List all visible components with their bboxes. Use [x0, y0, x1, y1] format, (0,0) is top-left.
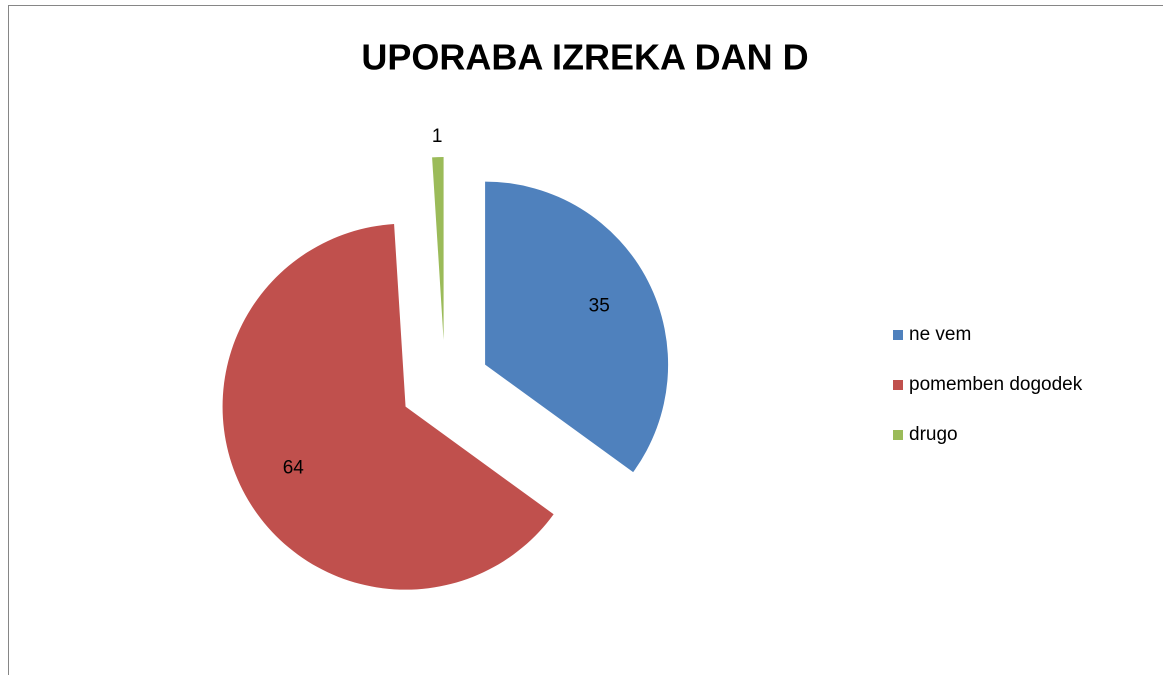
- legend-label: ne vem: [909, 324, 971, 345]
- data-label: 64: [283, 457, 305, 478]
- pie-slice: [432, 157, 444, 341]
- legend-swatch: [893, 430, 903, 440]
- pie-slice: [485, 181, 669, 473]
- legend-label: pomemben dogodek: [909, 374, 1083, 395]
- data-label: 35: [589, 295, 610, 316]
- legend-swatch: [893, 380, 903, 390]
- data-label: 1: [432, 126, 443, 147]
- chart-title: UPORABA IZREKA DAN D: [361, 37, 808, 78]
- legend-label: drugo: [909, 424, 958, 445]
- pie-slice: [222, 224, 554, 590]
- legend-swatch: [893, 330, 903, 340]
